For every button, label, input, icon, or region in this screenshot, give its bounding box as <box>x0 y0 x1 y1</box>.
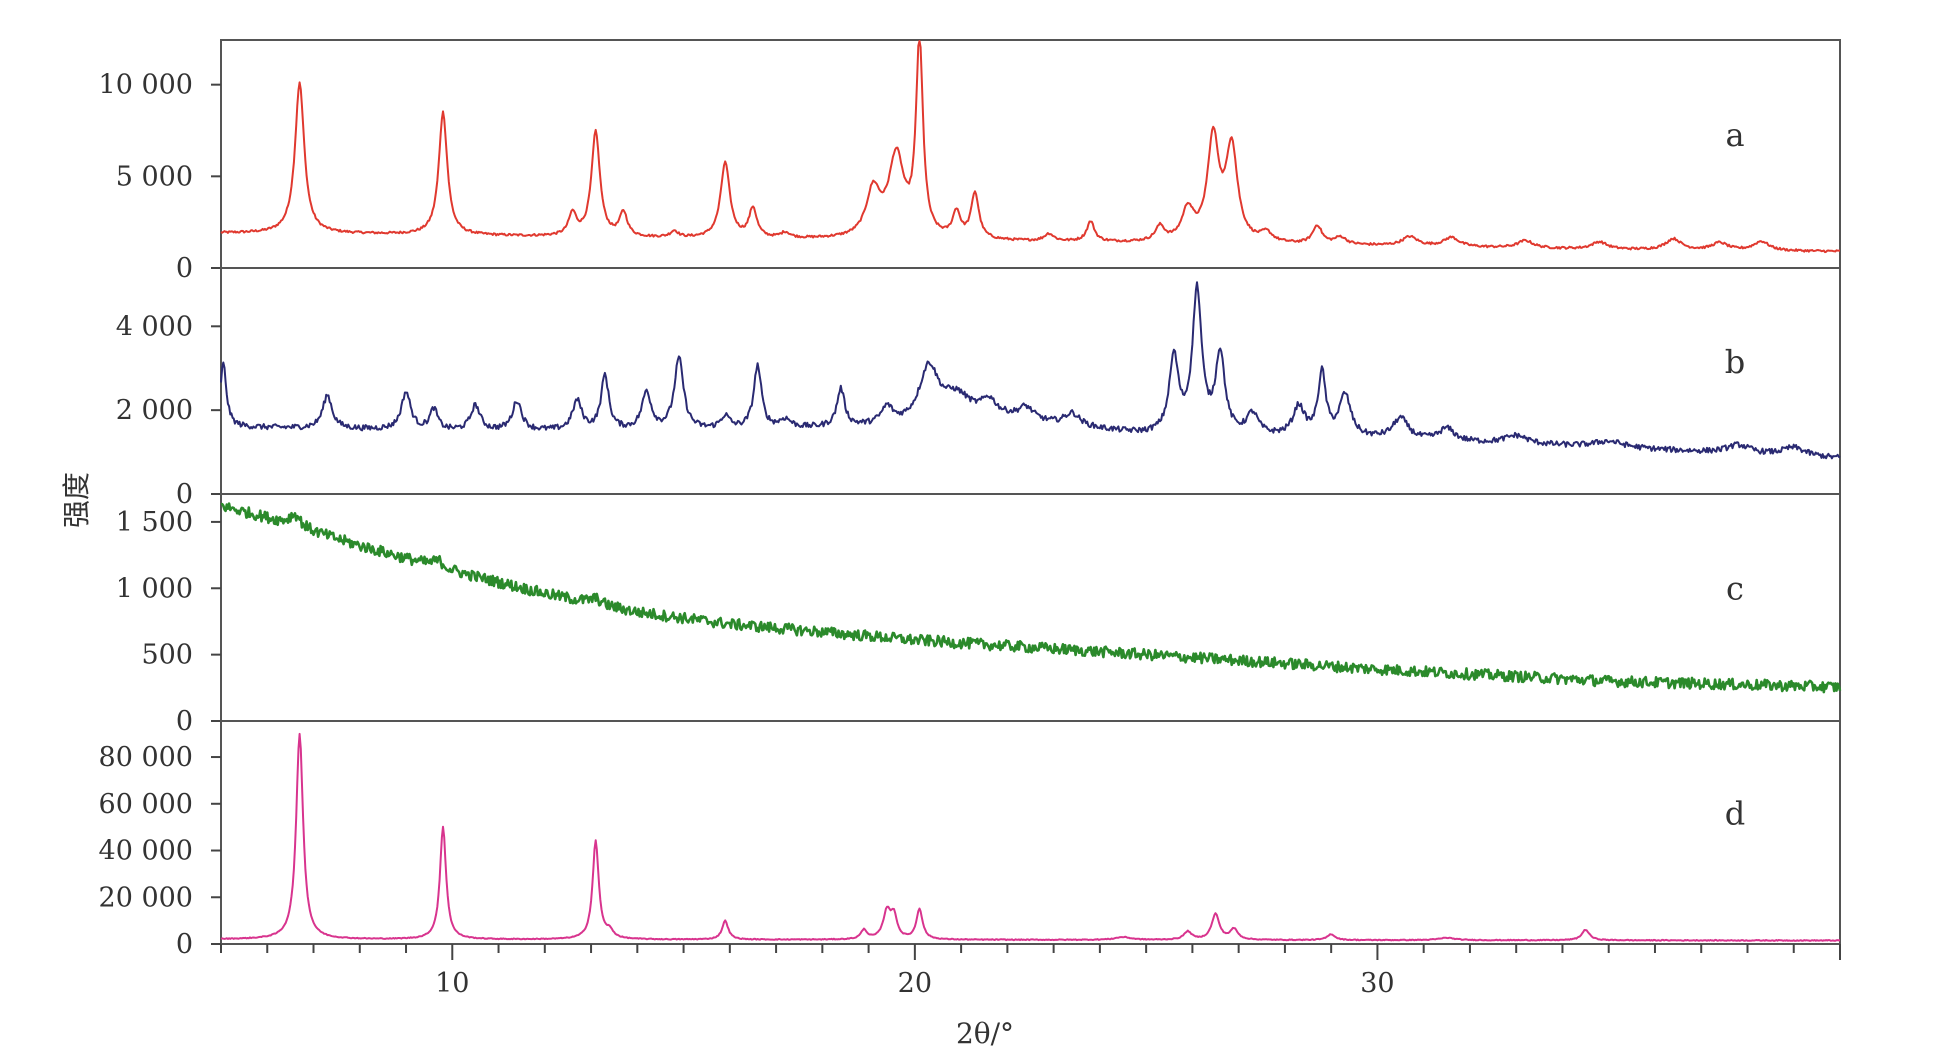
y-tick-label: 0 <box>176 929 193 960</box>
panel-letter: b <box>1725 343 1745 381</box>
y-tick-label: 1 500 <box>116 507 193 538</box>
y-tick-label: 80 000 <box>99 742 193 773</box>
series-line-b <box>220 281 1841 460</box>
y-tick-label: 0 <box>176 706 193 737</box>
panel-letter: a <box>1725 116 1744 154</box>
y-tick-label: 10 000 <box>99 70 193 101</box>
y-tick-label: 40 000 <box>99 836 193 867</box>
panel-frame <box>220 267 1841 495</box>
x-axis: 10 20 30 <box>220 944 1841 999</box>
x-tick-label: 10 <box>435 968 469 999</box>
y-tick-label: 60 000 <box>99 789 193 820</box>
panel-frame <box>220 493 1841 722</box>
panel-c: 0 500 1 000 1 500 c <box>116 493 1842 737</box>
x-tick-label: 20 <box>898 968 932 999</box>
panel-a: 0 5 000 10 000 a <box>99 39 1841 284</box>
series-line-d <box>220 732 1841 942</box>
series-line-a <box>220 40 1840 254</box>
panels: 0 5 000 10 000 a 0 2 000 4 000 b 0 500 1 000 1 500 c… <box>99 39 1842 960</box>
panel-frame <box>220 39 1841 269</box>
y-tick-label: 500 <box>141 640 193 671</box>
y-tick-label: 2 000 <box>116 395 193 426</box>
y-tick-label: 5 000 <box>116 161 193 192</box>
y-tick-label: 0 <box>176 479 193 510</box>
y-tick-label: 4 000 <box>116 311 193 342</box>
x-tick-label: 30 <box>1360 968 1394 999</box>
x-axis-title: 2θ/° <box>956 1017 1014 1050</box>
panel-frame <box>220 720 1841 945</box>
panel-b: 0 2 000 4 000 b <box>116 267 1841 510</box>
series-line-c <box>220 502 1842 694</box>
panel-letter: d <box>1725 795 1745 833</box>
panel-letter: c <box>1726 569 1744 607</box>
y-tick-label: 0 <box>176 253 193 284</box>
panel-d: 0 20 000 40 000 60 000 80 000 d <box>99 720 1841 960</box>
y-tick-label: 20 000 <box>99 882 193 913</box>
y-axis-title: 强度 <box>60 472 93 528</box>
y-tick-label: 1 000 <box>116 573 193 604</box>
